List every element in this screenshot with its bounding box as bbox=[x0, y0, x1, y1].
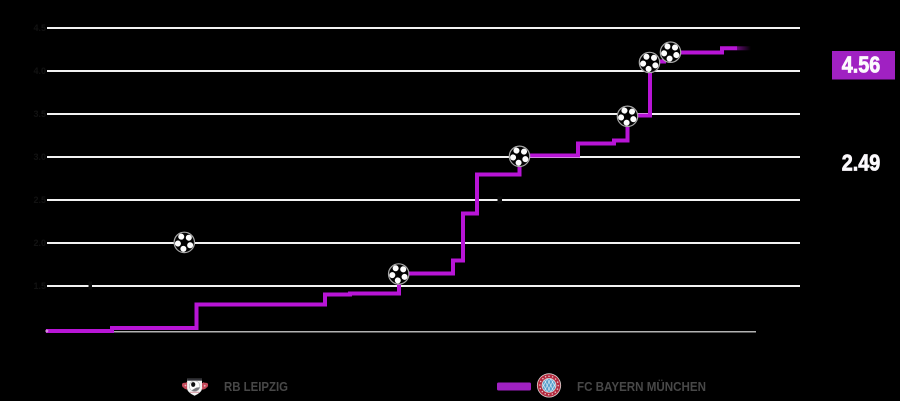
svg-text:4.5: 4.5 bbox=[33, 23, 46, 33]
svg-text:1.5: 1.5 bbox=[33, 281, 46, 291]
svg-text:4.56: 4.56 bbox=[842, 52, 881, 78]
svg-text:3.5: 3.5 bbox=[33, 109, 46, 119]
svg-text:2.0: 2.0 bbox=[33, 238, 46, 248]
svg-text:2.49: 2.49 bbox=[842, 150, 881, 176]
svg-text:3.0: 3.0 bbox=[33, 152, 46, 162]
svg-text:4.0: 4.0 bbox=[33, 66, 46, 76]
svg-text:RB LEIPZIG: RB LEIPZIG bbox=[224, 380, 288, 394]
svg-text:2.5: 2.5 bbox=[33, 195, 46, 205]
svg-text:FC BAYERN MÜNCHEN: FC BAYERN MÜNCHEN bbox=[577, 379, 706, 394]
